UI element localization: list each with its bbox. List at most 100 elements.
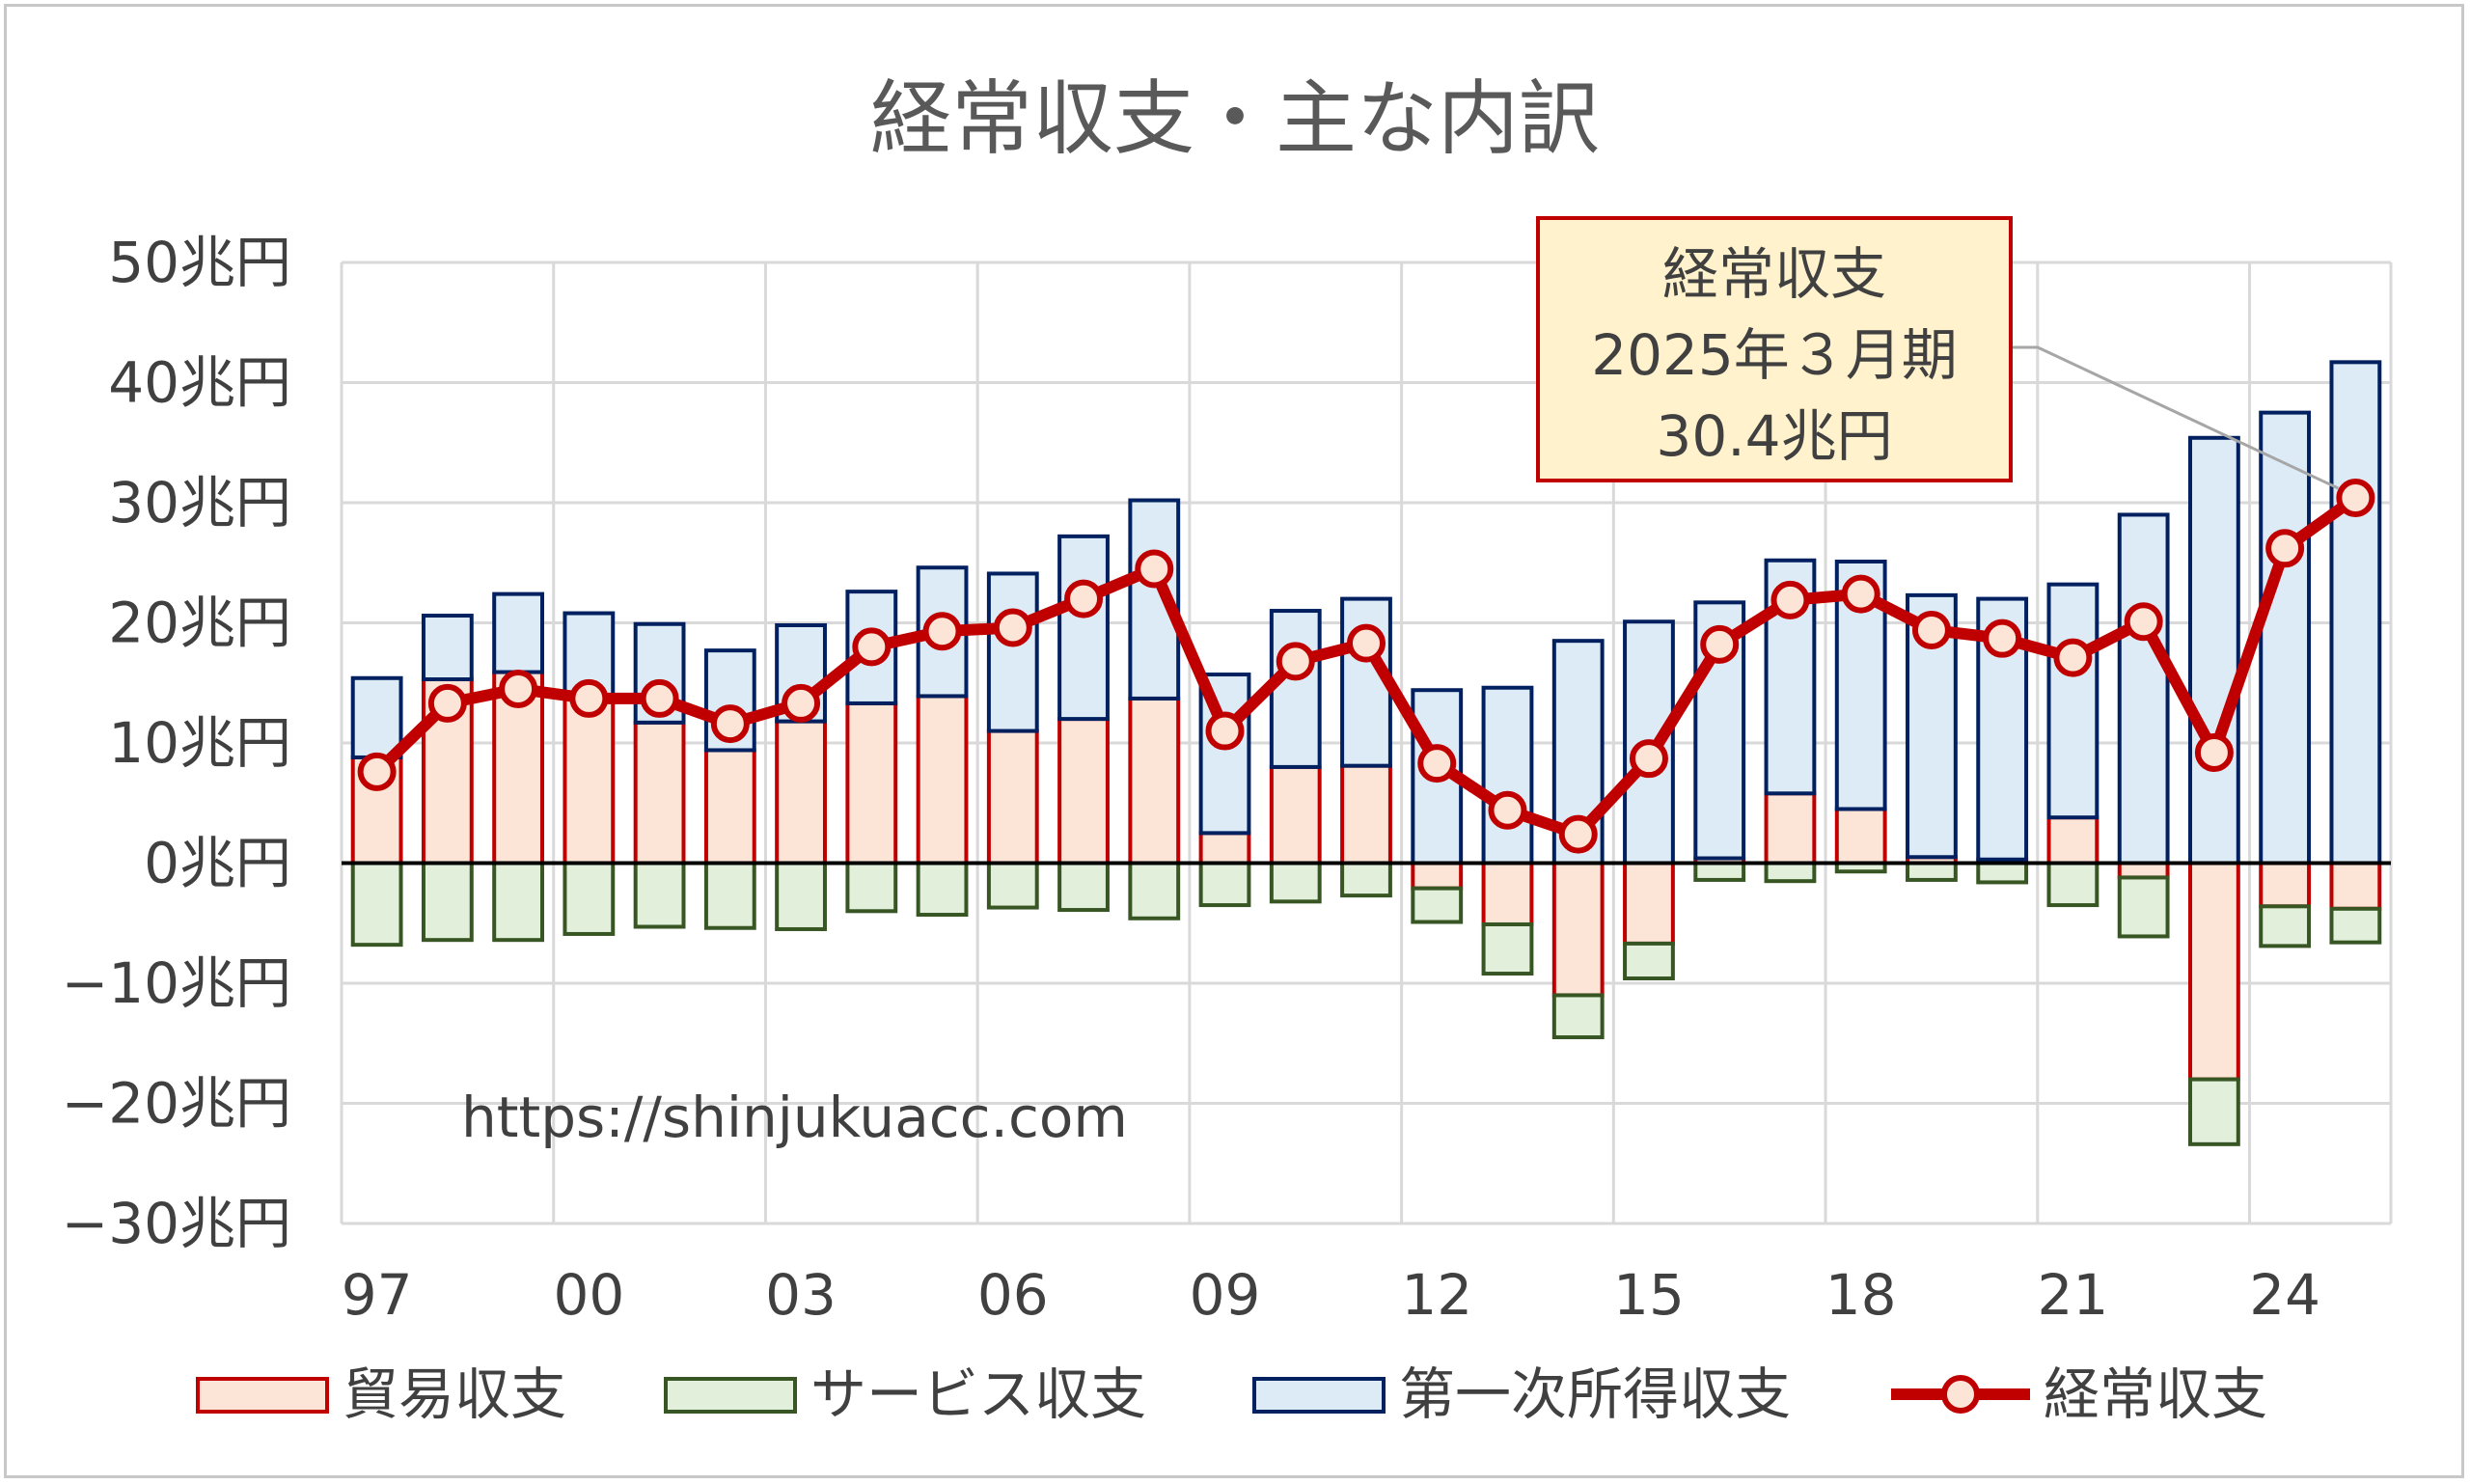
- current-account-marker: [1558, 814, 1598, 854]
- watermark-url: https://shinjukuacc.com: [461, 1085, 1128, 1150]
- trade-bar: [775, 719, 827, 866]
- y-tick-label: 30兆円: [108, 470, 291, 536]
- current-account-marker: [499, 669, 538, 708]
- trade-bar: [1551, 861, 1605, 998]
- x-tick-label: 24: [2249, 1262, 2320, 1328]
- current-account-marker: [1135, 549, 1174, 589]
- income-bar: [492, 591, 545, 674]
- current-account-marker: [1417, 744, 1457, 783]
- income-bar: [350, 675, 403, 759]
- current-account-line: [357, 479, 2375, 854]
- current-account-marker: [2265, 529, 2305, 568]
- callout-leader: [2011, 345, 2340, 490]
- legend-swatch: [1252, 1377, 1386, 1414]
- x-tick-label: 21: [2038, 1262, 2109, 1328]
- income-bar: [2329, 360, 2382, 866]
- service-bar: [2046, 861, 2100, 908]
- y-tick-label: 10兆円: [108, 710, 291, 776]
- trade-bar: [2259, 861, 2312, 909]
- service-bar: [703, 861, 756, 930]
- current-account-marker: [640, 678, 679, 718]
- trade-bar: [633, 720, 686, 866]
- legend-label: サービス収支: [810, 1361, 1146, 1427]
- x-tick-label: 18: [1825, 1262, 1897, 1328]
- service-bar: [845, 861, 898, 914]
- service-bar: [2117, 875, 2170, 939]
- trade-bar: [845, 701, 898, 866]
- service-bar: [1411, 886, 1464, 924]
- y-tick-label: 0兆円: [144, 831, 291, 896]
- trade-bar: [2187, 861, 2240, 1082]
- trade-bar: [1340, 763, 1392, 866]
- y-tick-label: 40兆円: [108, 350, 291, 416]
- chart-title: 経常収支・主な内訳: [870, 71, 1600, 166]
- service-bar: [1693, 861, 1746, 882]
- service-bar: [1906, 861, 1958, 882]
- current-account-marker: [1064, 579, 1104, 618]
- callout-box: 経常収支 2025年３月期 30.4兆円: [1536, 216, 2013, 482]
- trade-bar: [563, 695, 616, 866]
- legend-label: 経常収支: [2044, 1361, 2267, 1427]
- callout-background: [1536, 216, 2013, 482]
- x-tick-label: 97: [342, 1262, 413, 1328]
- y-axis-tick-labels: 50兆円 40兆円 30兆円 20兆円 10兆円 0兆円 −10兆円 −20兆円 −30兆円: [62, 230, 291, 1256]
- service-bar: [1976, 861, 2029, 885]
- x-tick-label: 06: [977, 1262, 1049, 1328]
- legend-swatch: [196, 1377, 329, 1414]
- service-bar: [1057, 861, 1110, 913]
- current-account-marker: [2124, 602, 2163, 642]
- y-tick-label: 50兆円: [108, 230, 291, 295]
- service-bar: [1128, 861, 1181, 921]
- income-bar: [1057, 534, 1110, 722]
- service-bar: [986, 861, 1039, 910]
- callout-line: 経常収支: [1662, 241, 1886, 307]
- service-bar: [1764, 861, 1817, 884]
- current-account-marker: [1276, 642, 1315, 681]
- income-bar: [2117, 512, 2170, 866]
- bar-series: [350, 360, 2382, 1146]
- callout-line: 2025年３月期: [1591, 322, 1958, 388]
- current-account-marker: [1488, 790, 1527, 830]
- service-bar: [1481, 921, 1534, 976]
- trade-bar: [916, 694, 969, 866]
- trade-bar: [1411, 861, 1464, 891]
- current-account-marker: [1205, 711, 1245, 751]
- y-tick-label: 20兆円: [108, 591, 291, 656]
- income-bar: [421, 614, 474, 682]
- trade-bar: [1764, 791, 1817, 866]
- legend-swatch: [664, 1377, 797, 1414]
- service-bar: [916, 861, 969, 918]
- current-account-marker: [1700, 624, 1740, 664]
- x-tick-label: 03: [765, 1262, 837, 1328]
- trade-bar: [1128, 696, 1181, 866]
- service-bar: [1623, 941, 1675, 981]
- service-bar: [1551, 993, 1605, 1040]
- income-bar: [1269, 609, 1322, 769]
- trade-bar: [1269, 764, 1322, 866]
- x-axis-tick-labels: 97 00 03 06 09 12 15 18 21 24: [342, 1262, 2320, 1328]
- current-account-marker: [427, 683, 467, 723]
- service-bar: [350, 861, 403, 948]
- current-account-marker: [2336, 479, 2375, 518]
- service-bar: [492, 861, 545, 943]
- service-bar: [2187, 1077, 2240, 1146]
- y-tick-label: −20兆円: [62, 1071, 291, 1137]
- trade-bar: [1834, 807, 1887, 866]
- y-tick-label: −30兆円: [62, 1191, 291, 1256]
- current-account-marker: [782, 683, 821, 723]
- x-tick-label: 15: [1613, 1262, 1685, 1328]
- income-bar: [2187, 435, 2240, 866]
- service-bar: [2329, 906, 2382, 945]
- x-tick-label: 00: [553, 1262, 624, 1328]
- current-account-marker: [1770, 580, 1810, 619]
- trade-bar: [986, 728, 1039, 866]
- trade-bar: [1481, 861, 1534, 926]
- current-account-marker: [1983, 618, 2022, 658]
- service-bar: [1340, 861, 1392, 898]
- service-bar: [421, 861, 474, 943]
- x-tick-label: 09: [1190, 1262, 1261, 1328]
- current-account-marker: [1911, 610, 1951, 649]
- income-bar: [2046, 582, 2100, 820]
- trade-bar: [1057, 717, 1110, 866]
